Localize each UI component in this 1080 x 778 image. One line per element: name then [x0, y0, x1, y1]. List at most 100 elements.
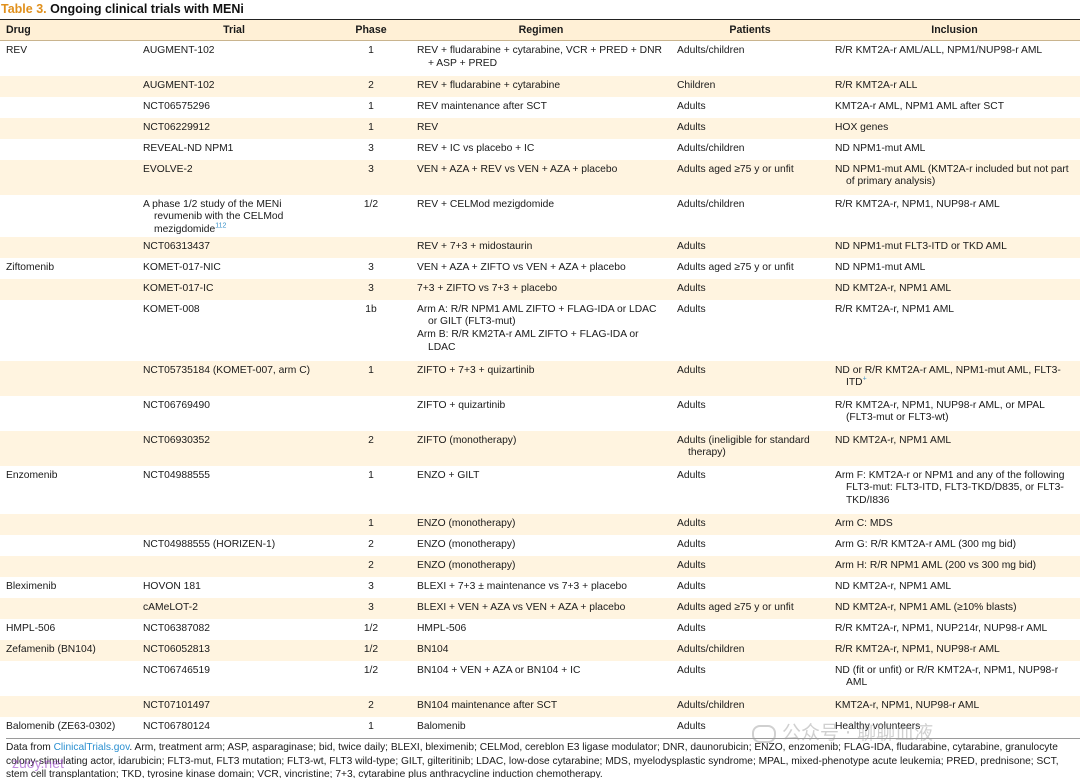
regimen-text: BLEXI + VEN + AZA vs VEN + AZA + placebo: [417, 601, 626, 613]
cell-phase: [331, 396, 411, 431]
inclusion-text: ND NPM1-mut AML: [835, 142, 926, 154]
regimen-text: REV + fludarabine + cytarabine: [417, 79, 561, 91]
patients-text: Adults: [677, 622, 706, 634]
inclusion-text: ND KMT2A-r, NPM1 AML: [835, 434, 952, 446]
inclusion-text: R/R KMT2A-r, NPM1, NUP98-r AML: [835, 643, 1000, 655]
table-row: NCT06229912 1 REV Adults HOX genes: [0, 117, 1080, 139]
patients-text: Adults aged ≥75 y or unfit: [677, 163, 794, 175]
cell-phase: 1: [331, 360, 411, 396]
cell-trial: AUGMENT-102: [137, 75, 331, 97]
table-row: NCT06746519 1/2 BN104 + VEN + AZA or BN104…: [0, 661, 1080, 696]
regimen-text: REV + IC vs placebo + IC: [417, 142, 535, 154]
cell-phase: 3: [331, 597, 411, 619]
trial-text: NCT06780124: [143, 720, 210, 732]
phase-text: 3: [368, 580, 374, 592]
cell-patients: Adults/children: [671, 639, 829, 661]
trial-text: KOMET-017-NIC: [143, 261, 221, 273]
header-phase: Phase: [331, 20, 411, 41]
regimen-text: REV + fludarabine + cytarabine, VCR + PR…: [417, 45, 662, 69]
cell-regimen: REV + 7+3 + midostaurin: [411, 236, 671, 258]
table-row: 2 ENZO (monotherapy) Adults Arm H: R/R NPM1…: [0, 555, 1080, 577]
inclusion-text: HOX genes: [835, 121, 889, 133]
cell-regimen: ENZO + GILT: [411, 466, 671, 514]
table-row: NCT06313437 REV + 7+3 + midostaurin Adults…: [0, 236, 1080, 258]
cell-drug: [0, 97, 137, 118]
cell-phase: 2: [331, 535, 411, 556]
cell-patients: Adults/children: [671, 139, 829, 160]
cell-trial: NCT05735184 (KOMET-007, arm C): [137, 360, 331, 396]
cell-regimen: BN104: [411, 639, 671, 661]
cell-drug: HMPL-506: [0, 619, 137, 640]
reference-superscript[interactable]: 112: [215, 222, 227, 230]
phase-text: 1: [368, 364, 374, 376]
trial-text: NCT06229912: [143, 121, 210, 133]
trial-text: cAMeLOT-2: [143, 601, 198, 613]
patients-text: Adults: [677, 364, 706, 376]
cell-regimen: BN104 maintenance after SCT: [411, 695, 671, 717]
cell-phase: 2: [331, 75, 411, 97]
cell-regimen: BN104 + VEN + AZA or BN104 + IC: [411, 661, 671, 696]
cell-regimen: BLEXI + VEN + AZA vs VEN + AZA + placebo: [411, 597, 671, 619]
cell-drug: [0, 430, 137, 466]
phase-text: 2: [368, 699, 374, 711]
cell-inclusion: R/R KMT2A-r, NPM1, NUP214r, NUP98-r AML: [829, 619, 1080, 640]
cell-regimen: REV maintenance after SCT: [411, 97, 671, 118]
inclusion-text: KMT2A-r, NPM1, NUP98-r AML: [835, 699, 980, 711]
inclusion-text: Arm G: R/R KMT2A-r AML (300 mg bid): [835, 538, 1016, 550]
cell-drug: REV: [0, 41, 137, 76]
cell-drug: [0, 117, 137, 139]
cell-phase: 3: [331, 278, 411, 300]
cell-inclusion: ND KMT2A-r, NPM1 AML: [829, 278, 1080, 300]
cell-patients: Adults: [671, 577, 829, 598]
clinicaltrials-link[interactable]: ClinicalTrials.gov: [53, 742, 130, 753]
cell-phase: 1/2: [331, 661, 411, 696]
cell-inclusion: Arm F: KMT2A-r or NPM1 and any of the fo…: [829, 466, 1080, 514]
cell-drug: Ziftomenib: [0, 258, 137, 279]
clinical-trials-table: Drug Trial Phase Regimen Patients Inclus…: [0, 20, 1080, 738]
cell-trial: NCT07101497: [137, 695, 331, 717]
patients-text: Adults aged ≥75 y or unfit: [677, 601, 794, 613]
cell-drug: [0, 278, 137, 300]
cell-trial: NCT06769490: [137, 396, 331, 431]
cell-regimen: ZIFTO + quizartinib: [411, 396, 671, 431]
cell-trial: NCT06387082: [137, 619, 331, 640]
regimen-text: ZIFTO + quizartinib: [417, 399, 506, 411]
patients-text: Adults: [677, 580, 706, 592]
patients-text: Adults: [677, 517, 706, 529]
cell-patients: Adults: [671, 360, 829, 396]
inclusion-text: ND (fit or unfit) or R/R KMT2A-r, NPM1, …: [835, 664, 1059, 689]
cell-trial: KOMET-017-NIC: [137, 258, 331, 279]
table-row: 1 ENZO (monotherapy) Adults Arm C: MDS: [0, 513, 1080, 535]
trial-text: NCT06313437: [143, 240, 210, 252]
cell-trial: [137, 555, 331, 577]
regimen-text: ENZO + GILT: [417, 469, 480, 481]
header-regimen: Regimen: [411, 20, 671, 41]
phase-text: 3: [368, 601, 374, 613]
patients-text: Adults: [677, 399, 706, 411]
phase-text: 1/2: [363, 664, 379, 676]
trial-text: AUGMENT-102: [143, 45, 215, 56]
table-row: REVEAL-ND NPM1 3 REV + IC vs placebo + IC A…: [0, 139, 1080, 160]
cell-inclusion: KMT2A-r, NPM1, NUP98-r AML: [829, 695, 1080, 717]
cell-regimen: REV + fludarabine + cytarabine: [411, 75, 671, 97]
cell-inclusion: Healthy volunteers: [829, 717, 1080, 738]
table-footnote: Data from ClinicalTrials.gov. Arm, treat…: [6, 738, 1080, 778]
table-row: Balomenib (ZE63-0302) NCT06780124 1 Balomen…: [0, 717, 1080, 738]
phase-text: 1: [368, 45, 374, 56]
cell-drug: [0, 555, 137, 577]
cell-patients: Children: [671, 75, 829, 97]
cell-trial: A phase 1/2 study of the MENi revumenib …: [137, 195, 331, 237]
cell-patients: Adults/children: [671, 41, 829, 76]
cell-phase: 1/2: [331, 195, 411, 237]
cell-regimen: 7+3 + ZIFTO vs 7+3 + placebo: [411, 278, 671, 300]
patients-text: Adults: [677, 559, 706, 571]
cell-inclusion: ND or R/R KMT2A-r AML, NPM1-mut AML, FLT…: [829, 360, 1080, 396]
patients-text: Adults: [677, 282, 706, 294]
cell-trial: KOMET-008: [137, 300, 331, 361]
table-row: NCT04988555 (HORIZEN-1) 2 ENZO (monotherap…: [0, 535, 1080, 556]
phase-text: 2: [368, 434, 374, 446]
patients-text: Adults (ineligible for standard therapy): [677, 434, 810, 459]
cell-drug: [0, 159, 137, 195]
cell-patients: Adults (ineligible for standard therapy): [671, 430, 829, 466]
